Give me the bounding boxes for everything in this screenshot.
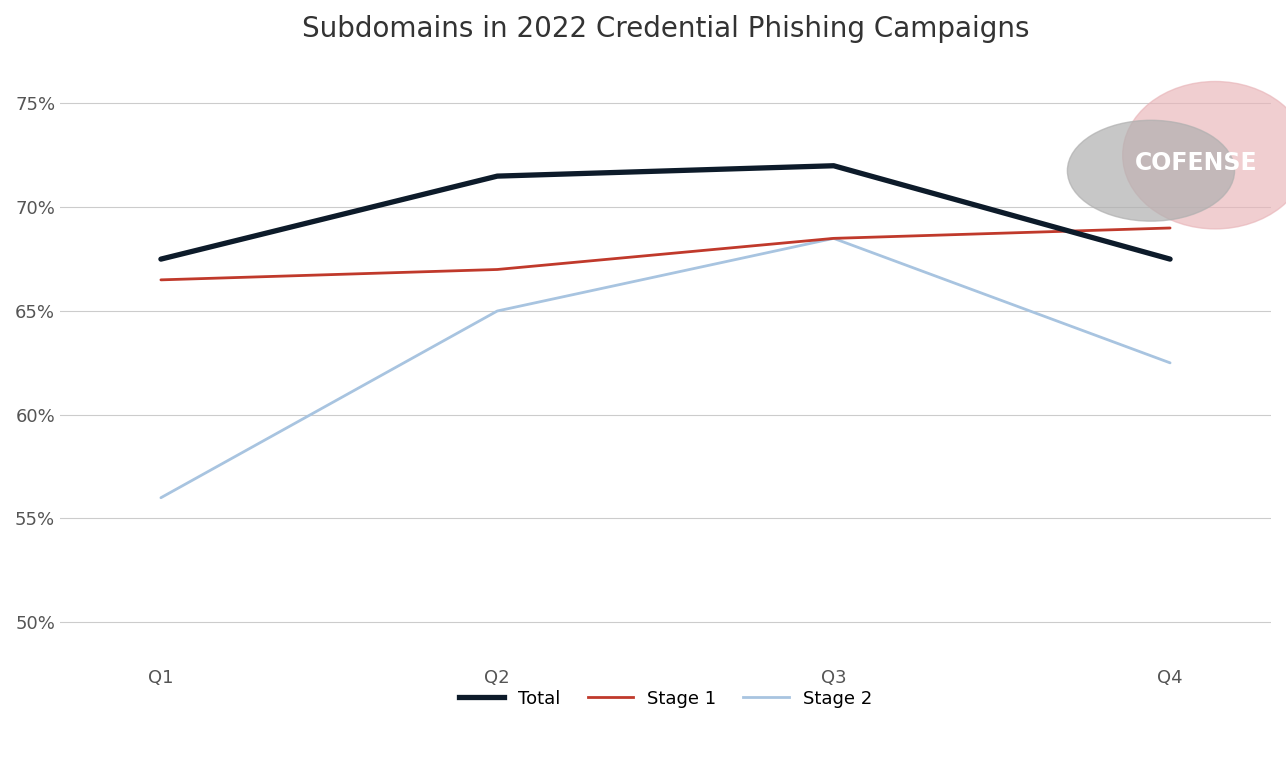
Title: Subdomains in 2022 Credential Phishing Campaigns: Subdomains in 2022 Credential Phishing C…: [302, 15, 1029, 43]
Text: COFENSE: COFENSE: [1134, 151, 1258, 175]
Legend: Total, Stage 1, Stage 2: Total, Stage 1, Stage 2: [451, 682, 880, 715]
